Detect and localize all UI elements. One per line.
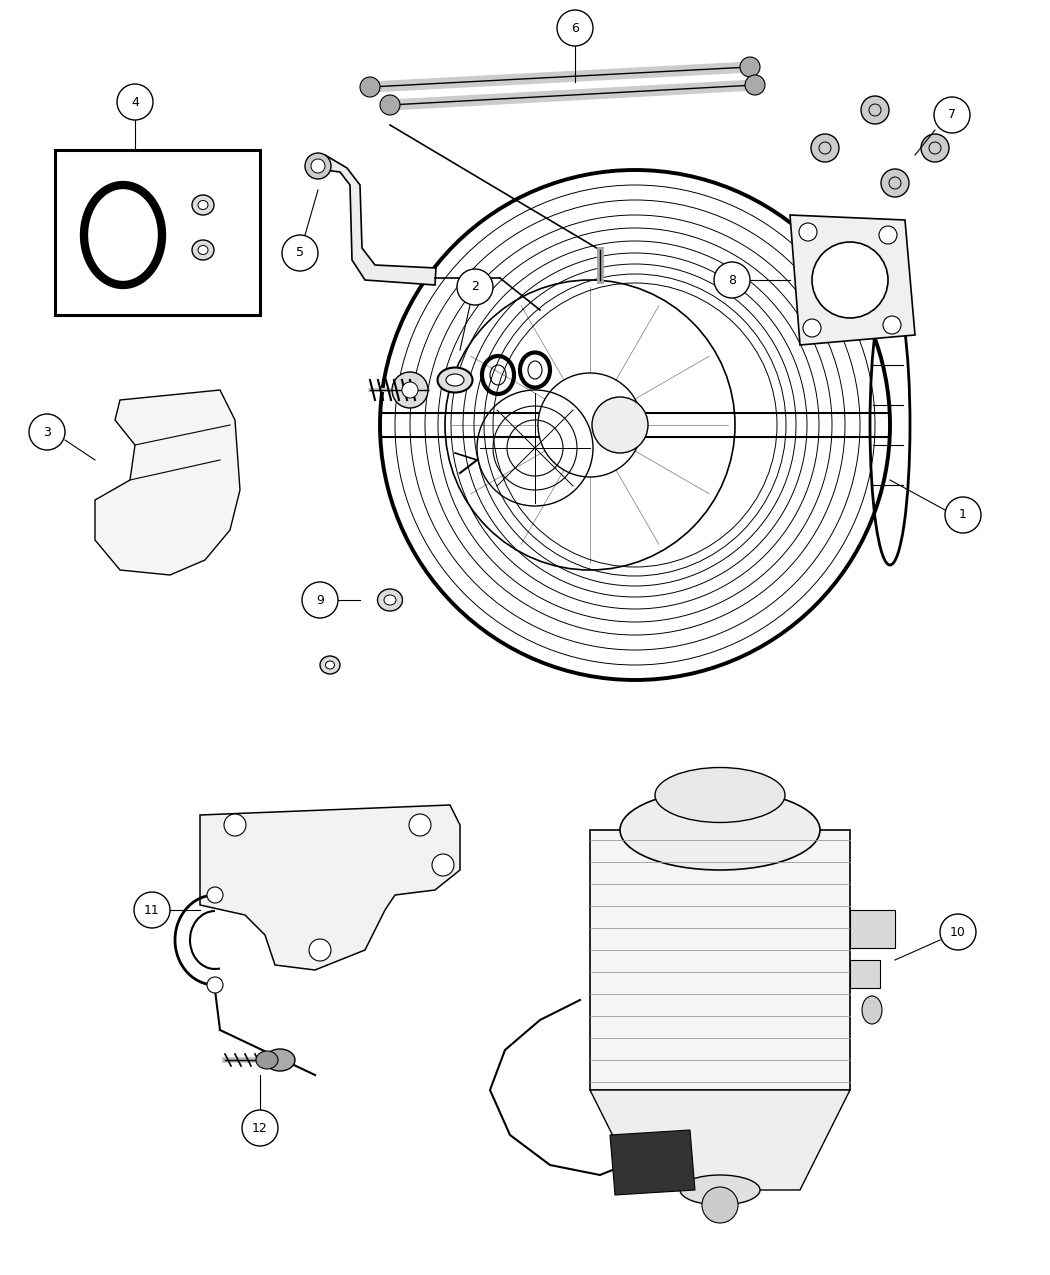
Circle shape bbox=[309, 938, 331, 961]
Circle shape bbox=[883, 316, 901, 334]
Circle shape bbox=[207, 887, 223, 903]
Polygon shape bbox=[610, 1130, 695, 1195]
Text: 4: 4 bbox=[131, 96, 139, 108]
Circle shape bbox=[224, 813, 246, 836]
Ellipse shape bbox=[620, 790, 820, 870]
Circle shape bbox=[940, 914, 976, 950]
Circle shape bbox=[304, 153, 331, 179]
Ellipse shape bbox=[446, 374, 464, 386]
Text: 11: 11 bbox=[144, 904, 160, 917]
Ellipse shape bbox=[384, 595, 396, 606]
Circle shape bbox=[311, 159, 326, 173]
Circle shape bbox=[740, 57, 760, 76]
Circle shape bbox=[380, 96, 400, 115]
Circle shape bbox=[714, 261, 750, 298]
Ellipse shape bbox=[256, 1051, 278, 1068]
Text: 3: 3 bbox=[43, 426, 51, 439]
Text: 2: 2 bbox=[471, 280, 479, 293]
Text: 8: 8 bbox=[728, 274, 736, 287]
Ellipse shape bbox=[378, 589, 402, 611]
Ellipse shape bbox=[192, 195, 214, 215]
Circle shape bbox=[879, 226, 897, 244]
Circle shape bbox=[410, 813, 430, 836]
Circle shape bbox=[592, 397, 648, 453]
Text: 6: 6 bbox=[571, 22, 579, 34]
Ellipse shape bbox=[198, 246, 208, 255]
Polygon shape bbox=[308, 156, 436, 286]
Circle shape bbox=[799, 223, 817, 241]
Ellipse shape bbox=[438, 367, 472, 393]
Circle shape bbox=[945, 497, 981, 533]
Circle shape bbox=[207, 977, 223, 993]
Circle shape bbox=[921, 134, 949, 162]
Ellipse shape bbox=[198, 200, 208, 209]
Ellipse shape bbox=[192, 240, 214, 260]
Bar bbox=[55, 150, 260, 315]
Text: 10: 10 bbox=[950, 926, 966, 938]
Circle shape bbox=[392, 372, 428, 408]
Text: 1: 1 bbox=[959, 509, 967, 521]
Ellipse shape bbox=[326, 660, 335, 669]
Text: 7: 7 bbox=[948, 108, 956, 121]
Ellipse shape bbox=[655, 768, 785, 822]
Bar bbox=[850, 960, 880, 988]
Circle shape bbox=[556, 10, 593, 46]
Circle shape bbox=[811, 134, 839, 162]
Text: 9: 9 bbox=[316, 593, 324, 607]
Circle shape bbox=[432, 854, 454, 876]
Text: 12: 12 bbox=[252, 1122, 268, 1135]
Circle shape bbox=[861, 96, 889, 124]
Bar bbox=[850, 910, 895, 949]
Circle shape bbox=[881, 170, 909, 198]
Circle shape bbox=[702, 1187, 738, 1223]
Ellipse shape bbox=[265, 1049, 295, 1071]
Ellipse shape bbox=[680, 1176, 760, 1205]
Circle shape bbox=[812, 242, 888, 317]
Ellipse shape bbox=[862, 996, 882, 1024]
Circle shape bbox=[457, 269, 494, 305]
Circle shape bbox=[302, 581, 338, 618]
Polygon shape bbox=[790, 215, 915, 346]
Circle shape bbox=[242, 1111, 278, 1146]
Circle shape bbox=[282, 235, 318, 272]
Polygon shape bbox=[590, 1090, 850, 1190]
Circle shape bbox=[402, 382, 418, 398]
Circle shape bbox=[29, 414, 65, 450]
Ellipse shape bbox=[320, 657, 340, 674]
Circle shape bbox=[538, 374, 642, 477]
Circle shape bbox=[746, 75, 765, 96]
Text: 5: 5 bbox=[296, 246, 304, 260]
Bar bbox=[590, 830, 850, 1090]
Circle shape bbox=[117, 84, 153, 120]
Circle shape bbox=[803, 319, 821, 337]
Polygon shape bbox=[94, 390, 240, 575]
Circle shape bbox=[934, 97, 970, 133]
Polygon shape bbox=[200, 805, 460, 970]
Circle shape bbox=[134, 892, 170, 928]
Circle shape bbox=[360, 76, 380, 97]
